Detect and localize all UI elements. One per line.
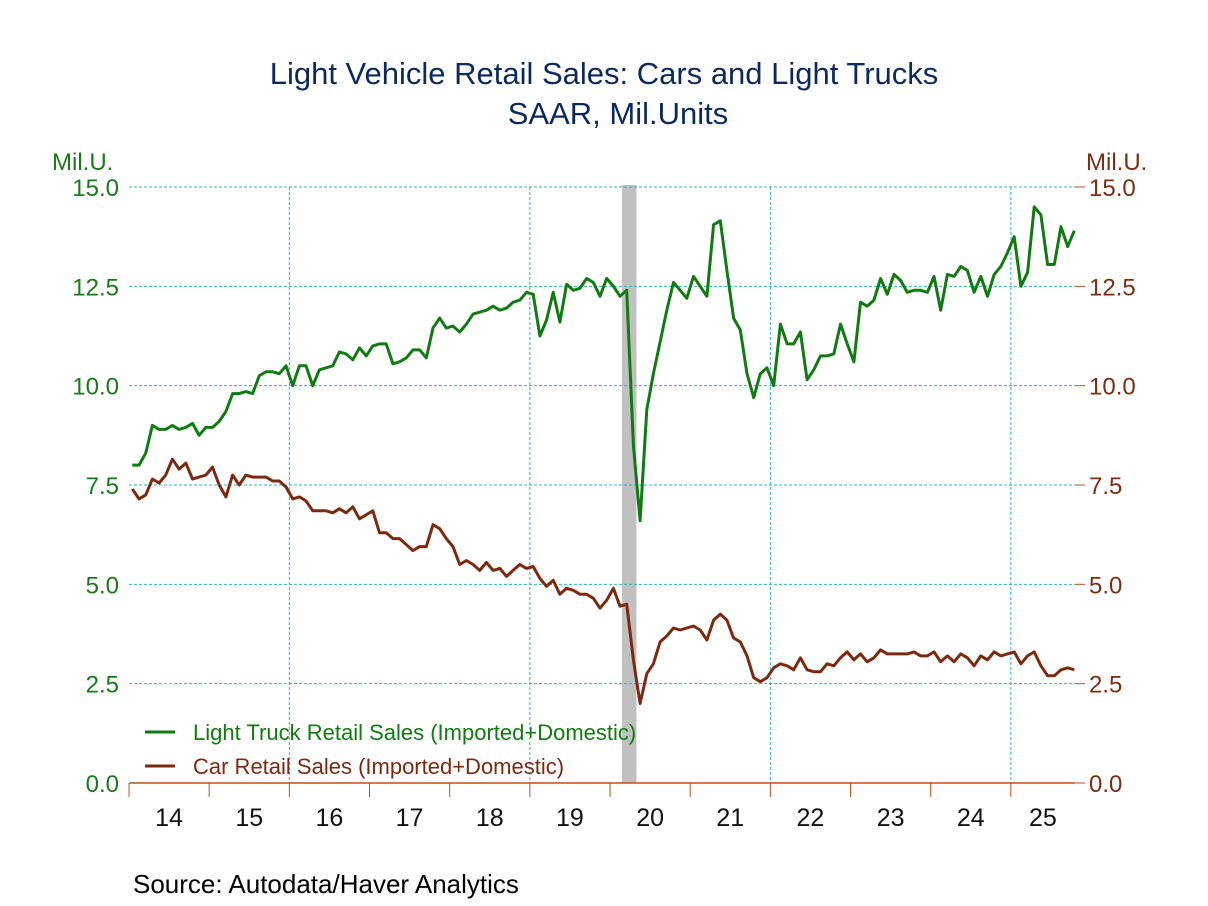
x-tick-label: 14 <box>155 804 183 832</box>
x-tick-label: 17 <box>396 804 424 832</box>
y-tick-right-label: 10.0 <box>1089 374 1136 401</box>
y-tick-right-label: 0.0 <box>1089 771 1122 798</box>
legend-label-car: Car Retail Sales (Imported+Domestic) <box>193 754 564 779</box>
y-tick-right-label: 5.0 <box>1089 572 1122 599</box>
series-line-truck <box>132 205 1076 523</box>
y-ticks-right: 15.0 12.5 10.0 7.5 5.0 2.5 0.0 <box>1075 175 1136 798</box>
y-tick-right-label: 2.5 <box>1089 672 1122 699</box>
x-tick-label: 20 <box>636 804 664 832</box>
y-tick-left-label: 0.0 <box>86 771 119 798</box>
x-tick-label: 22 <box>797 804 825 832</box>
y-axis-left-label: Mil.U. <box>52 149 113 176</box>
x-tick-label: 18 <box>476 804 504 832</box>
recession-shading-group <box>622 185 637 783</box>
y-axis-right-label: Mil.U. <box>1086 149 1147 176</box>
chart-title: Light Vehicle Retail Sales: Cars and Lig… <box>270 56 939 91</box>
recession-bar <box>622 185 637 783</box>
x-tick-label: 24 <box>957 804 985 832</box>
series-group <box>131 205 1076 705</box>
legend: Light Truck Retail Sales (Imported+Domes… <box>145 720 636 779</box>
x-tick-label: 19 <box>556 804 584 832</box>
y-ticks-left: 15.0 12.5 10.0 7.5 5.0 2.5 0.0 <box>72 175 119 798</box>
y-tick-left-label: 2.5 <box>86 672 119 699</box>
y-tick-left-label: 7.5 <box>86 473 119 500</box>
grid-lines <box>129 186 1075 783</box>
x-tick-label: 21 <box>716 804 744 832</box>
series-line-car <box>131 457 1075 705</box>
x-axis: 14 15 16 17 18 19 20 21 22 23 24 25 <box>128 782 1075 832</box>
y-tick-left-label: 12.5 <box>72 274 119 301</box>
legend-label-truck: Light Truck Retail Sales (Imported+Domes… <box>193 720 636 745</box>
y-tick-left-label: 10.0 <box>72 374 119 401</box>
y-tick-left-label: 5.0 <box>86 572 119 599</box>
x-tick-label: 15 <box>235 804 263 832</box>
y-tick-right-label: 12.5 <box>1089 274 1136 301</box>
chart-subtitle: SAAR, Mil.Units <box>508 96 728 131</box>
y-tick-right-label: 15.0 <box>1089 175 1136 202</box>
y-tick-right-label: 7.5 <box>1089 473 1122 500</box>
x-tick-label: 16 <box>316 804 344 832</box>
x-tick-label: 25 <box>1029 804 1057 832</box>
y-tick-left-label: 15.0 <box>72 175 119 202</box>
source-note: Source: Autodata/Haver Analytics <box>133 869 519 899</box>
x-tick-label: 23 <box>877 804 905 832</box>
